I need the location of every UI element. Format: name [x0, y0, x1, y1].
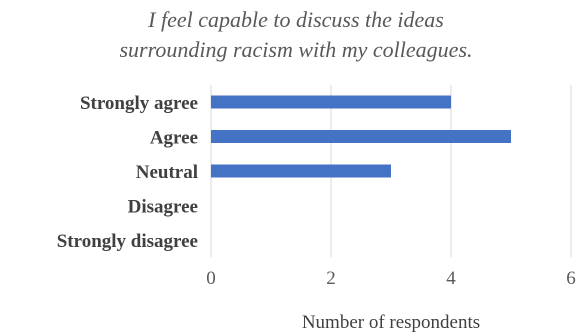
- category-label-strongly-disagree: Strongly disagree: [57, 231, 198, 252]
- chart-title-line-1: I feel capable to discuss the ideas: [147, 7, 444, 32]
- category-label-neutral: Neutral: [136, 162, 198, 183]
- x-tick-label: 6: [566, 268, 576, 289]
- bar-agree: [211, 130, 511, 143]
- x-tick-label: 4: [446, 268, 456, 289]
- category-label-strongly-agree: Strongly agree: [80, 93, 198, 114]
- bar-strongly-agree: [211, 95, 451, 109]
- category-label-agree: Agree: [150, 128, 198, 149]
- x-tick-labels: 0 2 4 6: [206, 268, 576, 289]
- category-label-disagree: Disagree: [128, 197, 198, 218]
- bar-neutral: [211, 164, 391, 178]
- chart-title-line-2: surrounding racism with my colleagues.: [120, 37, 473, 62]
- x-axis-title: Number of respondents: [302, 312, 480, 333]
- bars: [211, 95, 511, 178]
- x-tick-label: 0: [206, 268, 216, 289]
- x-tick-label: 2: [326, 268, 336, 289]
- category-labels: Strongly agree Agree Neutral Disagree Strong…: [57, 93, 198, 252]
